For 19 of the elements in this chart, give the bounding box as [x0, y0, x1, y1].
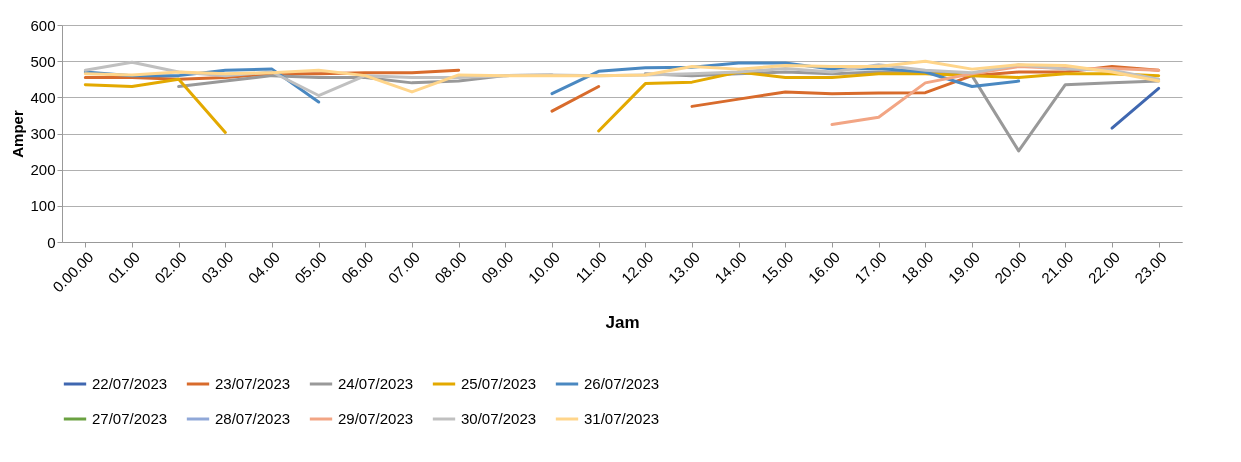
y-tick-label: 400: [30, 88, 56, 106]
y-tick-label: 0: [47, 233, 56, 251]
legend-label: 29/07/2023: [338, 410, 414, 427]
legend-label: 30/07/2023: [461, 410, 537, 427]
x-axis-title: Jam: [605, 313, 640, 333]
legend-label: 23/07/2023: [215, 375, 291, 392]
legend-label: 27/07/2023: [92, 410, 168, 427]
y-tick-label: 500: [30, 52, 56, 70]
legend-label: 24/07/2023: [338, 375, 414, 392]
legend-label: 26/07/2023: [584, 375, 660, 392]
legend-label: 31/07/2023: [584, 410, 660, 427]
y-tick-label: 100: [30, 197, 56, 215]
y-axis-title: Amper: [9, 110, 27, 158]
legend-label: 25/07/2023: [461, 375, 537, 392]
y-tick-label: 600: [30, 16, 56, 34]
y-tick-label: 200: [30, 161, 56, 179]
legend-label: 22/07/2023: [92, 375, 168, 392]
y-tick-label: 300: [30, 125, 56, 142]
legend-label: 28/07/2023: [215, 410, 291, 427]
